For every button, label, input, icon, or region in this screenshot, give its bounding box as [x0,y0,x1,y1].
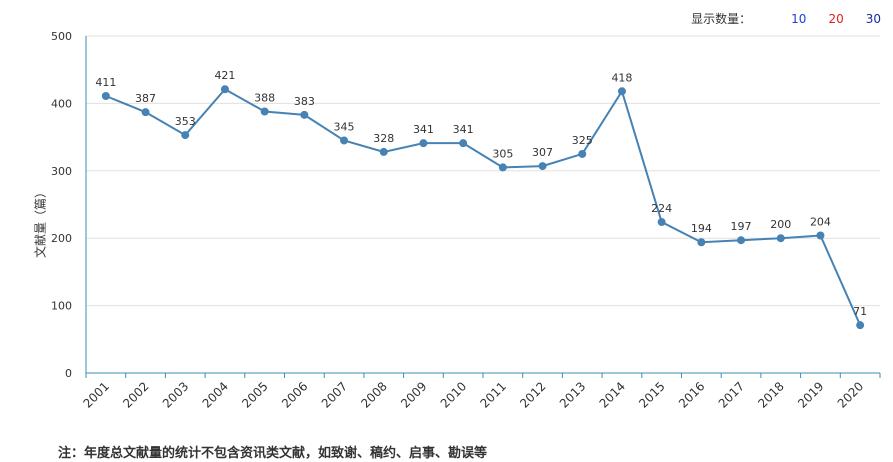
data-label-2004: 421 [214,69,235,82]
data-point-2019 [816,231,825,240]
x-tick-label-2018: 2018 [755,379,786,410]
data-label-2005: 388 [254,91,275,104]
data-point-2001 [101,91,110,100]
data-label-2014: 418 [611,71,632,84]
data-label-2002: 387 [135,92,156,105]
data-label-2012: 307 [532,146,553,159]
data-label-2013: 325 [572,134,593,147]
display-count-option-30[interactable]: 30 [865,11,881,26]
y-tick-label-200: 200 [51,232,72,245]
display-count-option-10[interactable]: 10 [791,11,807,26]
x-tick-label-2003: 2003 [160,379,191,410]
x-tick-label-2013: 2013 [557,379,588,410]
x-tick-label-2007: 2007 [319,379,350,410]
data-point-2010 [459,139,468,148]
data-label-2001: 411 [95,76,116,89]
data-label-2019: 204 [810,216,831,229]
data-point-2013 [578,149,587,158]
data-label-2016: 194 [691,222,712,235]
x-tick-label-2012: 2012 [517,379,548,410]
data-point-2014 [617,87,626,96]
x-tick-label-2005: 2005 [239,379,270,410]
x-tick-label-2010: 2010 [438,379,469,410]
data-label-2006: 383 [294,95,315,108]
data-point-2002 [141,108,150,117]
footnote: 注：年度总文献量的统计不包含资讯类文献，如致谢、稿约、启事、勘误等 [58,446,488,461]
x-tick-label-2006: 2006 [279,379,310,410]
x-tick-label-2020: 2020 [835,379,866,410]
data-point-2011 [498,163,507,172]
x-tick-label-2016: 2016 [676,379,707,410]
x-tick-label-2015: 2015 [636,379,667,410]
y-tick-label-0: 0 [65,367,72,380]
data-point-2016 [697,238,706,247]
data-point-2004 [220,85,229,94]
data-point-2017 [737,236,746,245]
data-points [101,85,865,330]
y-tick-label-500: 500 [51,30,72,43]
data-point-2015 [657,218,666,227]
data-point-2003 [181,131,190,140]
y-tick-label-400: 400 [51,97,72,110]
data-label-2018: 200 [770,218,791,231]
data-label-2007: 345 [334,120,355,133]
x-tick-label-2019: 2019 [795,379,826,410]
series-path [105,87,862,326]
data-label-2020: 71 [853,305,867,318]
grid-lines [86,35,880,307]
x-tick-label-2017: 2017 [716,379,747,410]
axes [85,36,881,378]
data-label-2008: 328 [373,132,394,145]
series-line [105,87,862,326]
data-point-2005 [260,107,269,116]
data-label-2009: 341 [413,123,434,136]
display-count-selector: 显示数量： 10 20 30 [691,10,881,27]
data-point-2012 [538,162,547,171]
data-labels: 411 387 353 421 388 383 345 328 341 341 305 307 325 4… [95,69,867,318]
data-point-2007 [340,136,349,145]
x-tick-label-2004: 2004 [200,379,231,410]
data-point-2006 [300,110,309,119]
y-tick-label-100: 100 [51,300,72,313]
data-point-2020 [856,321,865,330]
x-tick-label-2008: 2008 [358,379,389,410]
data-label-2003: 353 [175,115,196,128]
data-label-2011: 305 [492,147,513,160]
data-point-2008 [379,147,388,156]
data-label-2010: 341 [453,123,474,136]
data-point-2018 [776,234,785,243]
x-tick-label-2001: 2001 [80,379,111,410]
y-tick-label-300: 300 [51,165,72,178]
display-count-label: 显示数量： [691,12,752,26]
x-tick-label-2009: 2009 [398,379,429,410]
x-tick-label-2011: 2011 [477,379,508,410]
data-point-2009 [419,139,428,148]
data-label-2015: 224 [651,202,672,215]
display-count-option-20[interactable]: 20 [828,11,844,26]
x-tick-label-2002: 2002 [120,379,151,410]
x-tick-label-2014: 2014 [597,379,628,410]
data-label-2017: 197 [731,220,752,233]
